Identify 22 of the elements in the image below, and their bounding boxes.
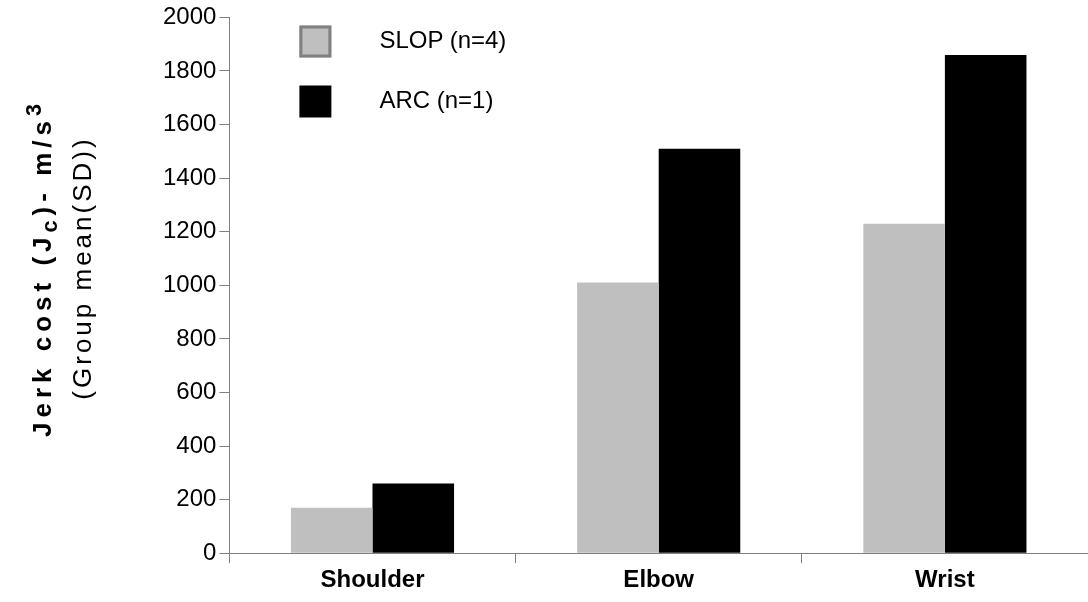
y-tick-label: 800 bbox=[176, 323, 217, 351]
x-tick-label: Shoulder bbox=[320, 565, 425, 593]
bar bbox=[658, 148, 741, 553]
bar bbox=[372, 483, 455, 553]
y-tick-label: 600 bbox=[176, 377, 217, 405]
bar bbox=[290, 507, 373, 553]
y-tick-label: 1800 bbox=[163, 55, 217, 83]
y-tick-label: 1200 bbox=[163, 216, 217, 244]
x-tick-label: Wrist bbox=[915, 565, 975, 593]
legend-label: SLOP (n=4) bbox=[379, 26, 507, 54]
y-tick-label: 400 bbox=[176, 430, 217, 458]
y-tick-label: 1400 bbox=[163, 162, 217, 190]
x-tick-label: Elbow bbox=[623, 565, 695, 593]
bar bbox=[944, 54, 1027, 553]
legend-label: ARC (n=1) bbox=[379, 86, 494, 114]
bar bbox=[863, 223, 945, 553]
y-tick-label: 1600 bbox=[163, 109, 217, 137]
y-tick-label: 1000 bbox=[163, 269, 217, 297]
y-tick-label: 0 bbox=[203, 537, 217, 565]
bar bbox=[577, 282, 659, 553]
y-tick-label: 2000 bbox=[163, 2, 217, 30]
y-tick-label: 200 bbox=[176, 484, 217, 512]
